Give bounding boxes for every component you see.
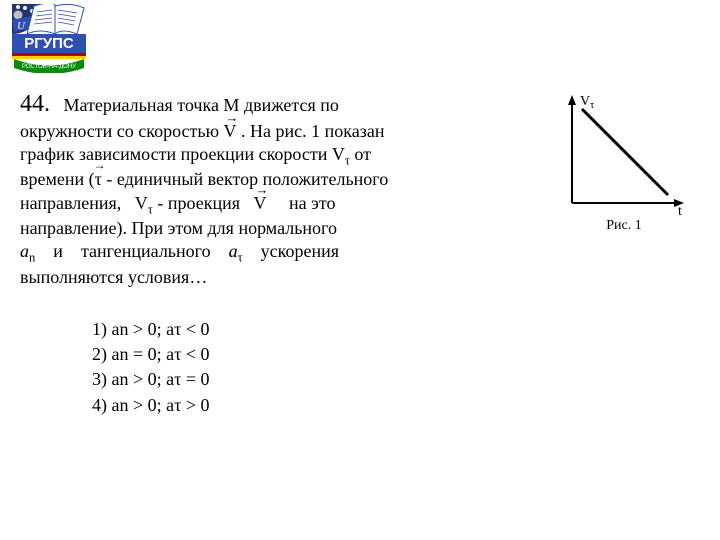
answer-option: 1) an > 0; aτ < 0 [92,317,540,342]
graph-caption: Рис. 1 [606,218,642,233]
answer-options: 1) an > 0; aτ < 0 2) an = 0; aτ < 0 3) a… [92,317,540,418]
logo-ribbon-text: РОСТОВ-НА-ДОНУ [22,64,76,70]
question-text: 44. Материальная точка M движется по окр… [20,89,540,289]
answer-option: 4) an > 0; aτ > 0 [92,393,540,418]
answer-option: 2) an = 0; aτ < 0 [92,342,540,367]
logo-small-label: U [17,20,26,32]
logo-main-label: РГУПС [24,35,74,52]
figure-1: Vτ t Рис. 1 [540,89,700,239]
question-number: 44. [20,91,50,117]
institution-logo: U РГУПС РОСТОВ-НА-ДОНУ [12,4,700,79]
graph-x-label: t [678,204,682,219]
answer-option: 3) an > 0; aτ = 0 [92,367,540,392]
